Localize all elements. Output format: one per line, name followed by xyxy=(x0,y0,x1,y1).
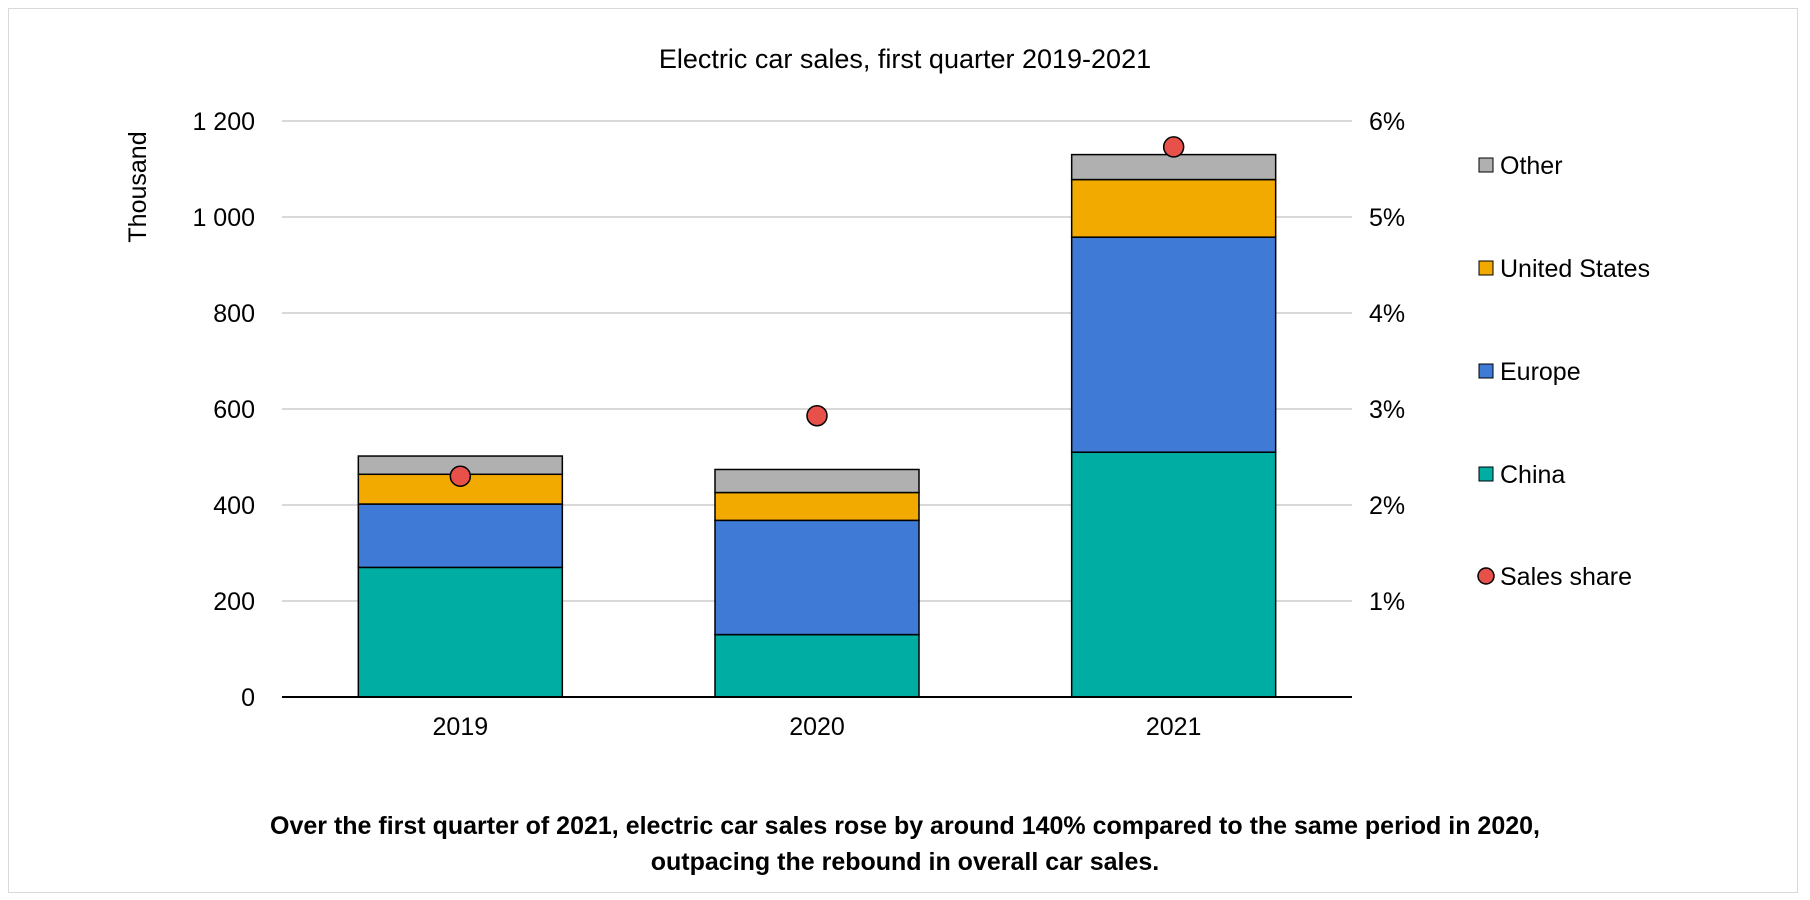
x-tick-label: 2019 xyxy=(433,713,489,741)
caption: Over the first quarter of 2021, electric… xyxy=(0,808,1810,880)
sales-share-point xyxy=(806,404,828,427)
sales-share-point xyxy=(1162,136,1185,158)
legend-swatch xyxy=(1478,363,1494,379)
sales-share-points xyxy=(449,136,1185,487)
y2-tick-label: 1% xyxy=(1369,588,1405,616)
sales-share-point xyxy=(449,465,472,487)
y2-tick-label: 2% xyxy=(1369,492,1405,520)
caption-line-2: outpacing the rebound in overall car sal… xyxy=(650,848,1160,876)
bar-segment xyxy=(357,503,564,569)
legend-label: United States xyxy=(1500,255,1650,283)
bar-segment xyxy=(714,633,920,698)
y-tick-label: 1 200 xyxy=(192,108,255,136)
bar-segment xyxy=(714,519,920,636)
legend-swatch xyxy=(1478,260,1494,276)
bar-segment xyxy=(1070,178,1277,238)
legend-label: Other xyxy=(1500,152,1563,180)
y-tick-label: 800 xyxy=(213,300,255,328)
bar-segment xyxy=(1070,236,1277,453)
y2-tick-label: 4% xyxy=(1369,300,1405,328)
caption-line-1: Over the first quarter of 2021, electric… xyxy=(270,812,1540,840)
y2-tick-label: 3% xyxy=(1369,396,1405,424)
bar-segment xyxy=(1070,451,1277,698)
x-tick-label: 2021 xyxy=(1146,713,1202,741)
bar-segment xyxy=(714,468,920,494)
legend-label: Europe xyxy=(1500,358,1581,386)
y-tick-label: 1 000 xyxy=(192,204,255,232)
y-tick-label: 600 xyxy=(213,396,255,424)
y-axis-ticks: 0 200 400 600 800 1 000 1 200 xyxy=(192,108,255,712)
y-tick-label: 200 xyxy=(213,588,255,616)
y-tick-label: 400 xyxy=(213,492,255,520)
x-tick-label: 2020 xyxy=(789,713,845,741)
y2-tick-label: 6% xyxy=(1369,108,1405,136)
legend-marker xyxy=(1477,567,1495,585)
legend-swatch xyxy=(1478,157,1494,173)
y-axis-label: Thousand xyxy=(124,131,152,242)
legend: Other United States Europe China Sales share xyxy=(1477,152,1650,591)
legend-swatch xyxy=(1478,466,1494,482)
y2-tick-label: 5% xyxy=(1369,204,1405,232)
legend-label: China xyxy=(1500,461,1565,489)
y-tick-label: 0 xyxy=(241,684,255,712)
legend-label: Sales share xyxy=(1500,563,1632,591)
bar-segment xyxy=(714,491,920,522)
x-axis-ticks: 2019 2020 2021 xyxy=(433,713,1202,741)
bar-segment xyxy=(1070,153,1277,181)
y2-axis-ticks: 1% 2% 3% 4% 5% 6% xyxy=(1369,108,1405,616)
chart-frame xyxy=(8,8,1798,893)
bar-segment xyxy=(357,566,564,698)
chart-title: Electric car sales, first quarter 2019-2… xyxy=(659,44,1151,74)
